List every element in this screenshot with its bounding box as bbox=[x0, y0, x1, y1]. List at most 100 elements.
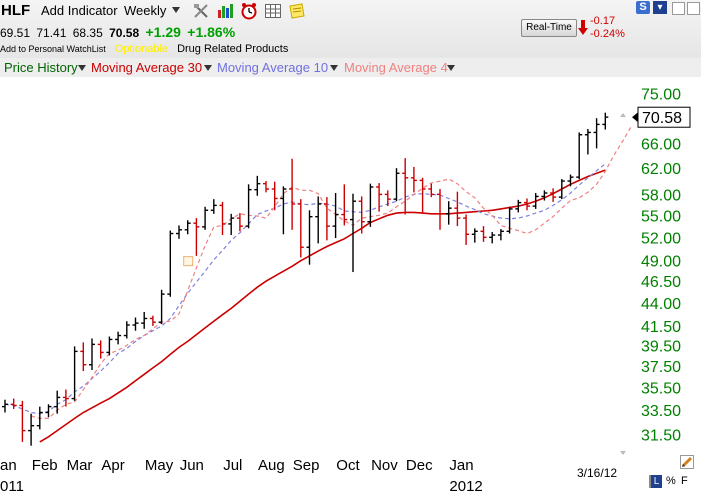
realtime-change-pct: -0.24% bbox=[590, 28, 625, 40]
ohlc-bar bbox=[245, 184, 252, 229]
menu-dropdown-button[interactable]: ▾ bbox=[653, 1, 667, 14]
info-row: Add to Personal WatchList Optionable Dru… bbox=[0, 43, 288, 55]
ohlc-bar bbox=[437, 188, 443, 230]
note-icon[interactable] bbox=[288, 2, 306, 20]
chart-toolbar: HLF Add Indicator Weekly 69.51 71.41 68.… bbox=[0, 0, 701, 58]
ohlc-bar bbox=[167, 230, 174, 297]
x-tick-label: Jul bbox=[223, 457, 242, 474]
period-dropdown-icon[interactable] bbox=[172, 7, 180, 13]
quote-row: 69.51 71.41 68.35 70.58 +1.29 +1.86% bbox=[0, 24, 238, 40]
ohlc-bar bbox=[341, 184, 348, 226]
log-scale-button[interactable]: L bbox=[651, 475, 662, 488]
ohlc-bar bbox=[393, 168, 400, 202]
ma4-dropdown-icon[interactable] bbox=[447, 65, 455, 71]
ohlc-bar bbox=[323, 197, 330, 241]
ohlc-bar bbox=[2, 399, 8, 413]
x-tick-label: an bbox=[0, 457, 17, 474]
ohlc-bar bbox=[54, 390, 61, 414]
y-tick-label: 55.00 bbox=[641, 208, 681, 225]
ohlc-bar bbox=[141, 311, 148, 329]
ohlc-bar bbox=[454, 191, 461, 227]
ohlc-bar bbox=[350, 193, 356, 273]
last-price-pointer bbox=[632, 112, 638, 123]
ohlc-bar bbox=[28, 413, 35, 446]
minimize-icon[interactable] bbox=[672, 2, 685, 15]
last-price-label: 70.58 bbox=[642, 110, 682, 127]
pencil-icon[interactable] bbox=[680, 455, 694, 469]
x-tick-label: Jun bbox=[180, 457, 204, 474]
ohlc-bar bbox=[123, 321, 130, 339]
industry-label[interactable]: Drug Related Products bbox=[177, 43, 289, 55]
ohlc-bar bbox=[332, 193, 339, 239]
ma30-dropdown-icon[interactable] bbox=[204, 65, 212, 71]
bar-chart-icon[interactable] bbox=[216, 2, 234, 20]
ohlc-bar bbox=[524, 198, 530, 211]
ohlc-bar bbox=[132, 317, 139, 331]
realtime-button[interactable]: Real-Time bbox=[521, 19, 577, 37]
realtime-change-value: -0.17 bbox=[590, 15, 616, 27]
y-tick-label: 35.50 bbox=[641, 380, 681, 397]
ohlc-bar bbox=[271, 181, 278, 211]
maximize-icon[interactable] bbox=[687, 2, 700, 15]
ohlc-bar bbox=[280, 186, 287, 235]
ohlc-bar bbox=[602, 112, 609, 130]
period-selector[interactable]: Weekly bbox=[124, 3, 167, 18]
last-price-box bbox=[637, 106, 691, 128]
ohlc-bar bbox=[97, 340, 104, 359]
ohlc-bar bbox=[263, 181, 269, 193]
ohlc-bar bbox=[410, 166, 417, 193]
down-arrow-icon bbox=[578, 20, 588, 35]
ohlc-bar bbox=[550, 188, 557, 202]
ticker-symbol[interactable]: HLF bbox=[1, 2, 31, 19]
ohlc-bar bbox=[515, 199, 522, 213]
ohlc-bars bbox=[2, 112, 609, 446]
current-date: 3/16/12 bbox=[577, 466, 618, 480]
ohlc-bar bbox=[576, 132, 583, 180]
ohlc-bar bbox=[89, 338, 95, 371]
event-icon[interactable] bbox=[183, 256, 194, 267]
ohlc-bar bbox=[10, 398, 17, 409]
ohlc-bar bbox=[376, 183, 383, 212]
ohlc-bar bbox=[193, 218, 200, 256]
event-marker bbox=[183, 256, 194, 267]
add-watchlist-link[interactable]: Add to Personal WatchList bbox=[0, 44, 106, 54]
ma4-line bbox=[30, 125, 632, 419]
ohlc-bar bbox=[384, 190, 391, 207]
price-change: +1.29 bbox=[145, 24, 181, 40]
legend-price-history[interactable]: Price History bbox=[4, 60, 78, 75]
scroll-up-icon[interactable] bbox=[620, 113, 626, 117]
ohlc-bar bbox=[62, 389, 69, 407]
ohlc-bar bbox=[254, 175, 261, 196]
y-tick-label: 33.50 bbox=[641, 403, 681, 420]
x-tick-label: Sep bbox=[293, 457, 320, 474]
price-chart[interactable]: 75.00 66.00 62.00 58.00 55.00 52.00 49.00 46.50… bbox=[0, 77, 701, 497]
percent-scale-button[interactable]: % bbox=[666, 475, 676, 487]
ohlc-bar bbox=[36, 406, 43, 430]
legend-ma4[interactable]: Moving Average 4 bbox=[344, 60, 448, 75]
add-indicator-button[interactable]: Add Indicator bbox=[41, 3, 118, 18]
y-tick-label: 31.50 bbox=[641, 427, 681, 444]
grid-icon[interactable] bbox=[264, 2, 282, 20]
s-button[interactable]: S bbox=[636, 1, 650, 14]
ohlc-bar bbox=[184, 220, 191, 235]
ohlc-bar bbox=[506, 206, 513, 234]
low-price: 68.35 bbox=[72, 26, 103, 40]
y-tick-label: 75.00 bbox=[641, 86, 681, 103]
y-axis: 75.00 66.00 62.00 58.00 55.00 52.00 49.00 46.50… bbox=[641, 86, 681, 444]
ohlc-bar bbox=[497, 229, 504, 241]
alarm-clock-icon[interactable] bbox=[240, 2, 258, 20]
legend-ma30[interactable]: Moving Average 30 bbox=[91, 60, 203, 75]
ma4-line-group bbox=[30, 125, 632, 419]
ohlc-bar bbox=[541, 190, 548, 201]
ohlc-bar bbox=[19, 400, 26, 442]
ma10-dropdown-icon[interactable] bbox=[330, 65, 338, 71]
scroll-down-icon[interactable] bbox=[620, 451, 626, 455]
ohlc-bar bbox=[228, 213, 235, 236]
ohlc-bar bbox=[219, 201, 226, 236]
realtime-change: -0.17 -0.24% bbox=[590, 15, 625, 41]
price-history-dropdown-icon[interactable] bbox=[78, 65, 86, 71]
f-scale-button[interactable]: F bbox=[681, 475, 688, 487]
tools-icon[interactable] bbox=[192, 2, 210, 20]
legend-ma10[interactable]: Moving Average 10 bbox=[217, 60, 329, 75]
ohlc-bar bbox=[358, 196, 365, 234]
